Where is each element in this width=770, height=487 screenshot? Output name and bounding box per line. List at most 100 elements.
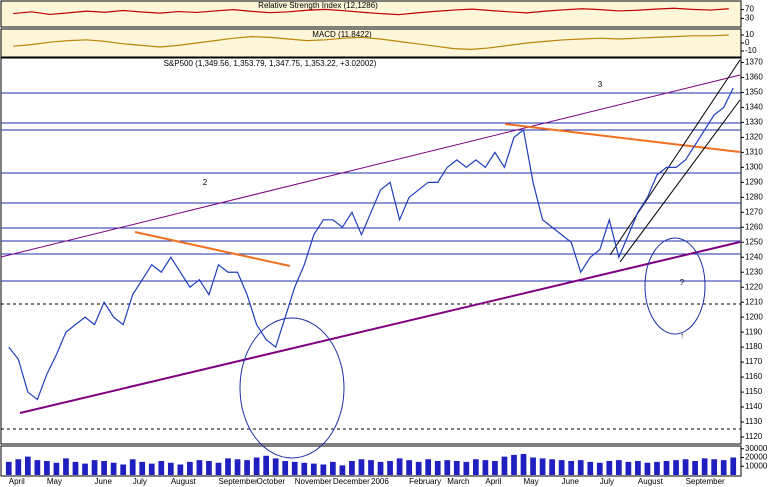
volume-bar	[673, 460, 679, 475]
volume-bar	[501, 456, 508, 475]
y-tick-label: 1170	[745, 357, 763, 366]
y-tick-label: 10000	[745, 461, 768, 470]
volume-bar	[110, 462, 117, 475]
y-tick-label: 20000	[745, 453, 768, 462]
y-tick-label: 1200	[745, 312, 763, 321]
y-tick-label: 1120	[745, 432, 763, 441]
volume-bar	[291, 461, 298, 475]
volume-bar	[215, 462, 222, 475]
macd-panel	[0, 28, 742, 58]
volume-bar	[568, 461, 575, 475]
volume-bar	[5, 461, 12, 475]
x-tick-label: April	[485, 477, 501, 486]
x-tick-label: July	[133, 477, 147, 486]
volume-bar	[644, 462, 651, 475]
y-tick-label: 1190	[745, 327, 763, 336]
y-tick-label: 1130	[745, 417, 763, 426]
data-line	[13, 34, 729, 51]
volume-bar	[187, 461, 193, 475]
y-tick-label: 1320	[745, 133, 763, 142]
trend-lines	[0, 59, 741, 459]
y-tick-label: 1350	[745, 88, 763, 97]
volume-bar	[72, 461, 79, 475]
y-tick-label: 1180	[745, 342, 763, 351]
volume-bar	[406, 460, 412, 475]
volume-bar	[320, 464, 327, 475]
volume-bar	[463, 461, 470, 475]
volume-bar	[158, 461, 165, 475]
panel-title: Relative Strength Index (12,1286)	[258, 1, 378, 10]
volume-bar	[635, 461, 641, 475]
x-tick-label: May	[47, 477, 62, 486]
y-tick-label: 1310	[745, 147, 763, 156]
volume-bar	[482, 460, 489, 475]
volume-bar	[472, 459, 479, 475]
x-tick-label: April	[9, 477, 25, 486]
volume-bar	[82, 463, 88, 475]
volume-bar	[139, 461, 146, 475]
data-line	[8, 87, 734, 401]
support-lines	[1, 92, 741, 430]
y-tick-label: 1260	[745, 222, 763, 231]
y-tick-label: 70	[745, 5, 754, 14]
y-tick-label: 10	[745, 30, 754, 39]
y-tick-label: 1150	[745, 387, 763, 396]
volume-bar	[587, 461, 594, 475]
volume-bar	[148, 463, 155, 475]
volume-bar	[358, 459, 365, 475]
y-tick-label: 1290	[745, 177, 763, 186]
volume-bar	[625, 461, 632, 475]
y-tick-label: 1280	[745, 192, 763, 201]
volume-bar	[63, 458, 69, 475]
y-tick-label: 1240	[745, 252, 763, 261]
y-tick-label: 30000	[745, 444, 768, 453]
volume-bar	[434, 461, 441, 475]
volume-bar	[615, 460, 622, 475]
volume-bar	[692, 461, 698, 475]
volume-bar	[24, 456, 31, 475]
x-tick-label: July	[600, 477, 614, 486]
volume-bar	[520, 454, 527, 475]
annotation: ?	[680, 278, 685, 287]
y-tick-label: 1220	[745, 282, 763, 291]
volume-bar	[234, 459, 241, 475]
volume-bar	[415, 461, 422, 475]
volume-bar	[272, 458, 279, 475]
volume-bar	[453, 461, 460, 475]
volume-bar	[492, 461, 498, 475]
volume-bar	[129, 459, 136, 475]
x-tick-label: February	[409, 477, 441, 486]
volume-bar	[720, 460, 727, 475]
panel-title: S&P500 (1,349.56, 1,353.79, 1,347.75, 1,…	[164, 59, 377, 68]
annotation: ↑	[680, 331, 684, 340]
volume-bar	[368, 460, 374, 475]
y-tick-label: -10	[745, 46, 757, 55]
volume-bar	[225, 458, 231, 475]
volume-bar	[167, 462, 174, 475]
volume-bar	[539, 458, 546, 475]
volume-bar	[330, 461, 336, 475]
x-tick-label: September	[686, 477, 725, 486]
y-tick-label: 1300	[745, 162, 763, 171]
x-tick-label: October	[257, 477, 286, 486]
volume-bar	[711, 459, 718, 475]
volume-bar	[34, 460, 41, 475]
volume-bar	[530, 457, 536, 475]
x-tick-label: March	[447, 477, 469, 486]
y-tick-label: 30	[745, 14, 754, 23]
volume-bar	[301, 462, 308, 475]
volume-bar	[253, 457, 260, 475]
volume-bar	[701, 458, 708, 475]
y-tick-label: 1210	[745, 297, 763, 306]
rsi-panel	[0, 0, 742, 28]
volume-bar	[444, 460, 451, 475]
volume-bar	[53, 462, 60, 475]
volume-bar	[511, 454, 517, 475]
volume-bar	[206, 461, 212, 475]
volume-bar	[377, 461, 384, 475]
panel-title: MACD (11.8422)	[312, 30, 372, 39]
y-tick-label: 1250	[745, 237, 763, 246]
data-line	[13, 7, 729, 16]
